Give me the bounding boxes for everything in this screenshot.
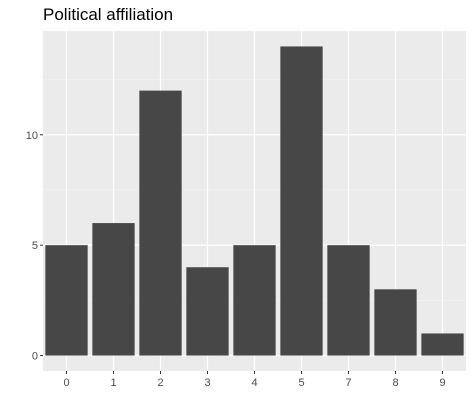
bar-7 (327, 245, 370, 356)
x-tick-label: 4 (251, 377, 257, 389)
y-tick-label: 10 (26, 130, 38, 142)
bar-4 (233, 245, 276, 356)
y-tick-label: 5 (32, 240, 38, 252)
x-tick-label: 1 (110, 377, 116, 389)
bar-1 (92, 223, 135, 356)
bar-8 (374, 289, 417, 356)
y-tick-label: 0 (32, 351, 38, 363)
x-tick-label: 7 (345, 377, 351, 389)
x-tick-label: 8 (392, 377, 398, 389)
y-axis: 0 5 10 (26, 130, 43, 363)
bar-0 (45, 245, 88, 356)
bar-9 (421, 333, 464, 356)
x-tick-label: 5 (298, 377, 304, 389)
x-tick-label: 9 (439, 377, 445, 389)
x-tick-label: 3 (204, 377, 210, 389)
bar-5 (280, 46, 323, 356)
x-tick-label: 2 (157, 377, 163, 389)
bars (45, 46, 464, 356)
chart-title: Political affiliation (43, 5, 173, 24)
bar-3 (186, 267, 229, 356)
x-axis: 0 1 2 3 4 5 7 8 9 (63, 371, 446, 389)
x-tick-label: 0 (63, 377, 69, 389)
bar-2 (139, 90, 182, 356)
